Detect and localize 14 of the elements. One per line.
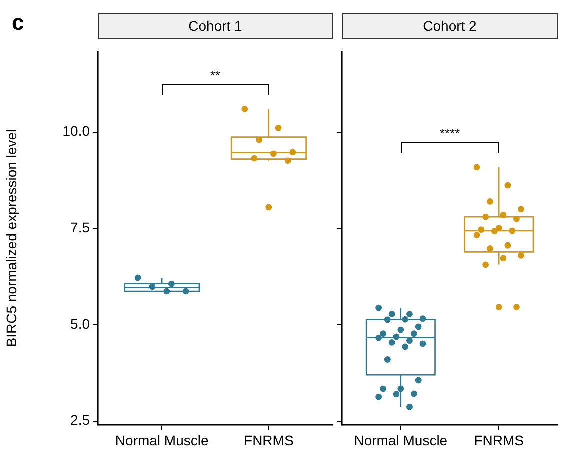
text: c — [12, 10, 24, 36]
chart-title: Cohort 2 — [342, 13, 558, 39]
y-tick-label: 5.0 — [70, 316, 90, 332]
x-tick-label: FNRMS — [474, 432, 524, 448]
x-tick-label: FNRMS — [244, 432, 294, 448]
x-tick-label: Normal Muscle — [354, 432, 448, 448]
y-tick-label: 2.5 — [70, 412, 90, 428]
y-tick-label: 7.5 — [70, 220, 90, 236]
annotation: **** — [440, 126, 460, 142]
y-axis-title: BIRC5 normalized expression level — [3, 129, 20, 348]
annotation: ** — [210, 68, 221, 84]
chart-title: Cohort 1 — [98, 13, 333, 39]
x-tick-label: Normal Muscle — [115, 432, 209, 448]
y-tick-label: 10.0 — [62, 123, 90, 140]
